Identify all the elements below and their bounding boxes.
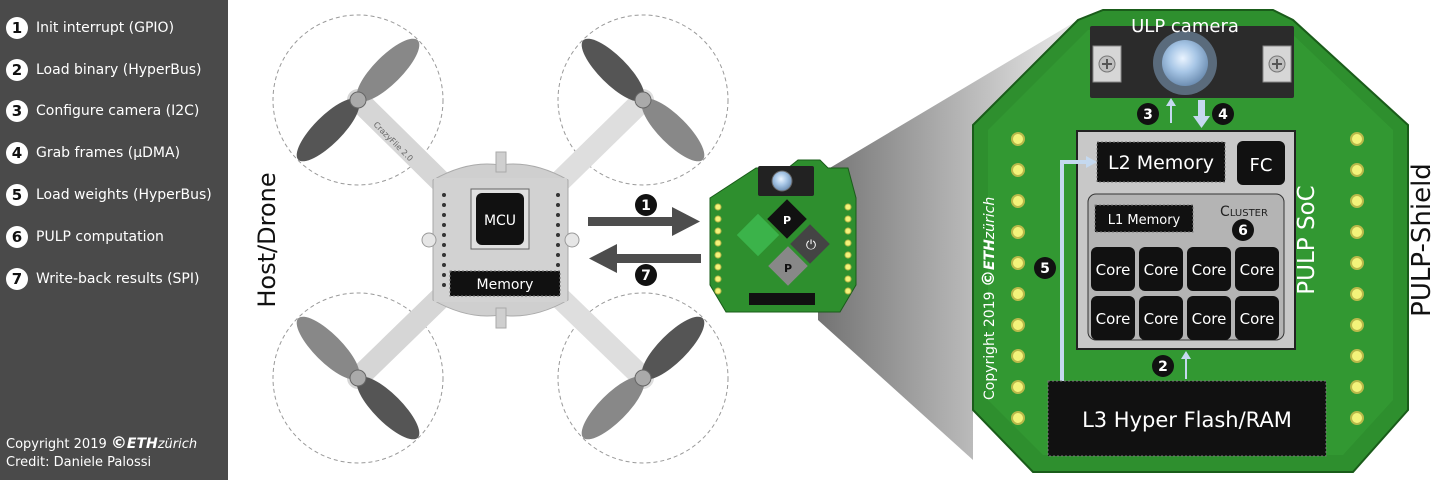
host-drone-label: Host/Drone <box>253 172 281 307</box>
camera-lens <box>1162 40 1208 86</box>
step-marker-4: 4 <box>1218 107 1228 123</box>
step-marker-5: 5 <box>1040 261 1050 277</box>
step-3: 3 Configure camera (I2C) <box>6 99 199 123</box>
l3-label: L3 Hyper Flash/RAM <box>1082 408 1292 432</box>
logo-piece <box>767 199 807 239</box>
step-label: Init interrupt (GPIO) <box>36 20 175 36</box>
core-label: Core <box>1144 310 1179 328</box>
propeller <box>581 38 705 162</box>
logo-piece <box>768 246 808 286</box>
step-6: 6 PULP computation <box>6 225 164 249</box>
small-flash-chip <box>749 293 815 305</box>
core-label: Core <box>1192 310 1227 328</box>
rotor-guard <box>272 14 444 186</box>
rotor-guard <box>557 14 729 186</box>
core <box>1187 247 1231 291</box>
copyright-line: Copyright 2019 ©ETHzürich <box>6 433 197 452</box>
step-number-badge: 4 <box>6 142 28 164</box>
step-number-badge: 1 <box>6 17 28 39</box>
board-eth-text: ETH <box>982 239 998 270</box>
step-label: Configure camera (I2C) <box>36 103 200 119</box>
step-2: 2 Load binary (HyperBus) <box>6 58 202 82</box>
copyright-icon: © <box>110 433 127 452</box>
core <box>1139 296 1183 340</box>
pulp-shield-title: PULP-Shield <box>1407 163 1437 317</box>
step-number-badge: 6 <box>6 226 28 248</box>
board-zurich-text: zürich <box>982 197 998 240</box>
arrow-to-drone: 7 <box>589 244 701 286</box>
drone: CrazyFlie 2.0 MCU Memory Host/D <box>253 14 729 464</box>
header-pads <box>1011 132 1364 425</box>
core-label: Core <box>1240 310 1275 328</box>
mcu-label: MCU <box>484 213 516 229</box>
small-pulp-shield: P P ⏻ <box>709 159 857 313</box>
step-marker-6: 6 <box>1238 223 1248 239</box>
step-label: Write-back results (SPI) <box>36 271 200 287</box>
l1-label: L1 Memory <box>1108 213 1181 228</box>
core-label: Core <box>1096 261 1131 279</box>
core <box>1235 247 1279 291</box>
core <box>1139 247 1183 291</box>
eth-logo-text: ETH <box>126 436 158 452</box>
step-number-badge: 5 <box>6 184 28 206</box>
core-label: Core <box>1240 261 1275 279</box>
l1-memory <box>1094 204 1194 233</box>
memory-chip <box>449 270 561 297</box>
mcu-chip <box>476 193 524 245</box>
core-label: Core <box>1144 261 1179 279</box>
step-5: 5 Load weights (HyperBus) <box>6 183 212 207</box>
arrow-to-shield: 1 <box>588 194 700 236</box>
soc-label: PULP SoC <box>1294 185 1320 294</box>
author-credit: Credit: Daniele Palossi <box>6 455 152 470</box>
l3-hyper-flash <box>1047 380 1327 457</box>
fc-label: FC <box>1250 155 1273 176</box>
core-grid: Core Core Core Core Core Core Core Core <box>1091 247 1279 340</box>
step-4: 4 Grab frames (µDMA) <box>6 141 180 165</box>
propeller <box>296 38 420 162</box>
core <box>1235 296 1279 340</box>
fc-core <box>1237 141 1285 185</box>
l2-label: L2 Memory <box>1108 152 1214 174</box>
step-7: 7 Write-back results (SPI) <box>6 267 199 291</box>
eth-zurich-text: zürich <box>157 437 198 452</box>
memory-label: Memory <box>477 277 534 293</box>
step-label: Load binary (HyperBus) <box>36 62 202 78</box>
pulp-shield-board: ULP camera 3 4 Copyright 2019 ©ETHzürich… <box>972 9 1409 473</box>
system-diagram: CrazyFlie 2.0 MCU Memory Host/D <box>253 9 1437 473</box>
step-number-badge: 7 <box>6 268 28 290</box>
core-label: Core <box>1096 310 1131 328</box>
rotor-guard <box>557 292 729 464</box>
logo-p-label: P <box>784 262 792 275</box>
step-marker-1: 1 <box>641 198 651 214</box>
step-label: PULP computation <box>36 229 164 245</box>
core <box>1187 296 1231 340</box>
propeller <box>296 316 420 440</box>
copyright-text: Copyright 2019 <box>6 437 107 452</box>
zoom-cone <box>818 20 1078 460</box>
step-label: Load weights (HyperBus) <box>36 187 212 203</box>
power-icon: ⏻ <box>806 238 816 253</box>
board-copyright: Copyright 2019 ©ETHzürich <box>979 197 999 400</box>
board-copyright-icon: © <box>979 270 999 287</box>
core <box>1091 247 1135 291</box>
propeller <box>581 316 705 440</box>
step-1: 1 Init interrupt (GPIO) <box>6 16 174 40</box>
core-label: Core <box>1192 261 1227 279</box>
rotor-guard <box>272 292 444 464</box>
step-marker-2: 2 <box>1158 359 1168 375</box>
logo-p-label: P <box>783 214 791 227</box>
cluster-label: Cluster <box>1220 204 1268 220</box>
step-number-badge: 2 <box>6 59 28 81</box>
step-marker-3: 3 <box>1143 107 1153 123</box>
logo-piece <box>790 224 830 264</box>
step-marker-7: 7 <box>641 268 651 284</box>
board-copyright-text: Copyright 2019 <box>982 292 998 401</box>
step-number-badge: 3 <box>6 100 28 122</box>
legend-sidebar: 1 Init interrupt (GPIO) 2 Load binary (H… <box>0 0 228 480</box>
core <box>1091 296 1135 340</box>
step-label: Grab frames (µDMA) <box>36 145 181 161</box>
camera-label: ULP camera <box>1131 16 1239 37</box>
